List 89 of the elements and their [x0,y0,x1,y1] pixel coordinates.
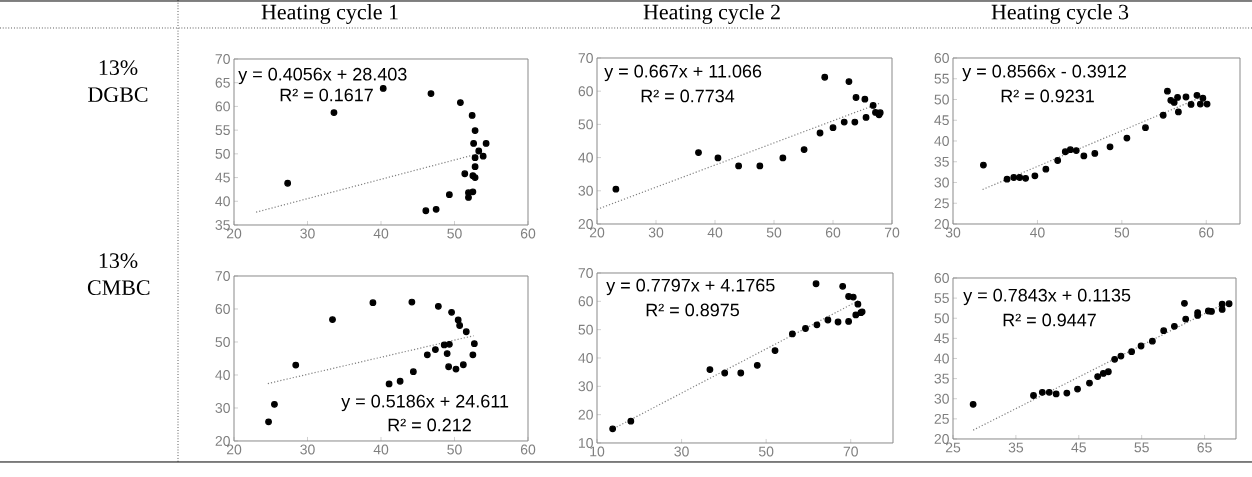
y-tick-label: 20 [578,219,593,229]
x-tick-label: 25 [945,442,961,453]
y-tick-label: 60 [215,304,230,314]
x-tick-label: 30 [945,227,961,238]
y-tick-label: 35 [934,373,949,384]
x-tick-label: 40 [1029,227,1045,238]
y-tick-label: 30 [934,177,949,188]
y-tick-label: 30 [578,185,593,196]
x-tick-label: 20 [226,228,242,239]
y-tick-label: 60 [934,53,949,63]
x-tick-label: 60 [1199,227,1214,238]
y-tick-label: 40 [578,353,593,363]
y-axis-title: 13% DGBC [88,60,148,103]
y-tick-label: 20 [934,434,949,444]
annotation: y = 0.7843x + 0.1135 [963,288,1131,306]
annotation: y = 0.7797x + 4.1765 [606,278,775,296]
annotation: R² = 0.8975 [646,303,739,317]
y-tick-label: 55 [934,293,949,303]
y-tick-label: 60 [934,273,949,283]
x-tick-label: 35 [1008,442,1024,453]
x-tick-label: 30 [300,444,315,455]
x-tick-label: 50 [766,227,782,238]
y-tick-label: 40 [578,152,593,163]
annotation: y = 0.667x + 11.066 [604,64,762,82]
y-tick-label: 25 [934,413,949,424]
y-tick-label: 70 [578,268,593,278]
annotation: y = 0.8566x - 0.3912 [962,64,1126,82]
y-tick-label: 50 [215,148,230,159]
x-tick-label: 60 [520,228,536,239]
x-tick-label: 70 [884,227,900,238]
y-tick-label: 70 [215,271,230,281]
y-tick-label: 40 [215,196,230,207]
annotation: y = 0.5186x + 24.611 [341,394,509,412]
y-tick-label: 55 [934,73,949,84]
y-tick-label: 50 [578,119,593,130]
chart-title: Heating cycle 1 [261,3,398,24]
x-tick-label: 65 [1197,442,1212,453]
x-tick-label: 20 [589,227,605,238]
y-tick-label: 30 [578,381,593,392]
y-tick-label: 50 [215,337,230,347]
x-tick-label: 30 [300,228,315,239]
y-tick-label: 45 [934,333,949,344]
y-tick-label: 35 [215,220,230,230]
y-tick-label: 50 [934,313,949,324]
y-tick-label: 70 [215,54,230,64]
annotation: R² = 0.7734 [641,89,735,103]
y-tick-label: 20 [934,219,949,229]
x-tick-label: 30 [674,446,689,457]
x-tick-label: 40 [707,227,723,238]
y-tick-label: 65 [215,77,230,88]
x-tick-label: 60 [520,444,536,455]
y-tick-label: 50 [578,324,593,335]
y-tick-label: 40 [215,370,230,380]
annotation: y = 0.4056x + 28.403 [238,67,407,85]
x-tick-label: 45 [1071,442,1086,453]
annotation: R² = 0.9231 [1001,89,1094,103]
y-tick-label: 20 [578,409,593,420]
y-tick-label: 60 [215,101,230,112]
annotation: R² = 0.9447 [1003,313,1096,327]
y-tick-label: 40 [934,353,949,364]
x-tick-label: 60 [825,227,841,238]
x-tick-label: 40 [373,228,389,239]
x-tick-label: 20 [226,444,242,455]
x-tick-label: 40 [373,444,389,455]
y-tick-label: 30 [934,393,949,404]
x-tick-label: 30 [648,227,664,238]
y-tick-label: 30 [215,403,230,413]
x-tick-label: 10 [590,446,605,457]
x-tick-label: 50 [758,446,774,457]
y-tick-label: 60 [578,86,593,97]
y-tick-label: 25 [934,198,949,209]
y-tick-label: 60 [578,296,593,307]
annotation: R² = 0.1617 [280,88,373,102]
y-tick-label: 35 [934,156,949,167]
chart-title: Heating cycle 2 [643,3,780,24]
y-tick-label: 55 [215,125,230,136]
x-tick-label: 55 [1134,442,1149,453]
chart-title: Heating cycle 3 [991,3,1129,24]
y-tick-label: 70 [578,53,593,63]
y-tick-label: 40 [934,136,949,146]
x-tick-label: 50 [447,444,462,455]
annotation: R² = 0.212 [388,418,471,432]
x-tick-label: 50 [1114,227,1130,238]
x-tick-label: 50 [447,228,462,239]
x-tick-label: 70 [843,446,858,457]
y-tick-label: 45 [934,115,949,126]
y-axis-title: 13% CMBC [87,253,150,296]
y-tick-label: 45 [215,172,230,183]
y-tick-label: 50 [934,94,949,105]
